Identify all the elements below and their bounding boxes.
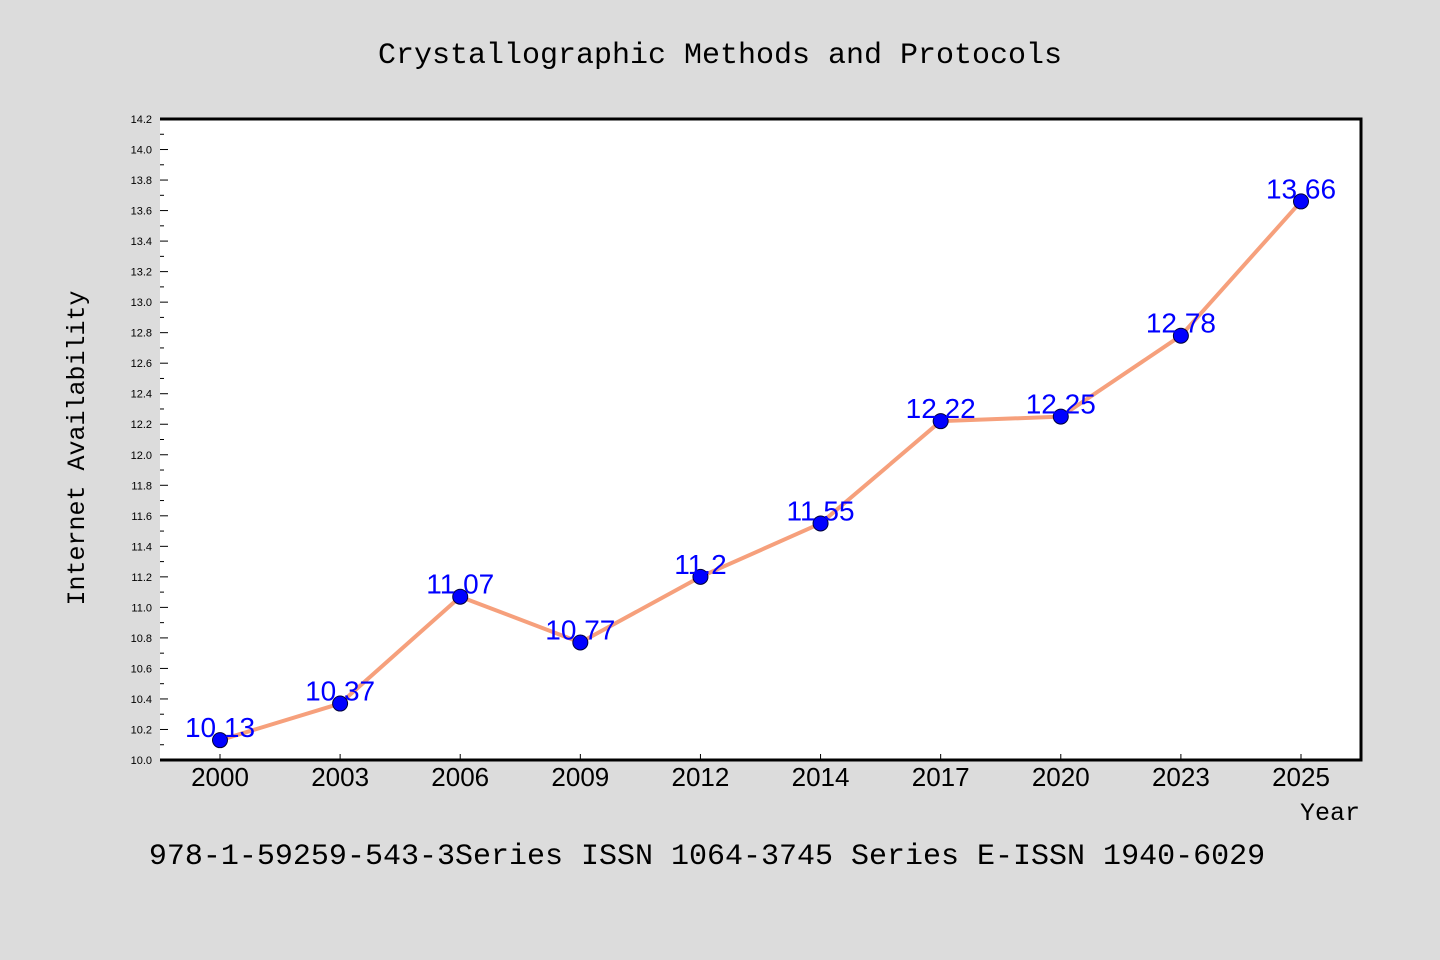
data-label: 11.2 — [674, 549, 726, 580]
series-layer — [212, 193, 1309, 749]
data-point — [1172, 327, 1189, 344]
isbn-issn-caption: 978-1-59259-543-3Series ISSN 1064-3745 S… — [149, 840, 1265, 874]
y-tick-label: 13.6 — [131, 206, 152, 218]
data-label: 12.22 — [906, 393, 976, 424]
y-tick-label: 13.2 — [131, 267, 152, 279]
y-tick-label: 10.4 — [131, 694, 152, 706]
x-tick-label: 2003 — [311, 762, 369, 792]
y-tick-label: 12.2 — [131, 419, 152, 431]
y-tick-label: 10.6 — [131, 663, 152, 675]
data-point — [1293, 193, 1309, 210]
y-tick-label: 14.2 — [131, 114, 152, 126]
data-point — [572, 634, 589, 651]
y-tick-label: 12.6 — [131, 358, 152, 370]
y-tick-label: 11.0 — [131, 602, 152, 614]
data-point — [812, 515, 829, 532]
series-line — [218, 199, 1303, 743]
y-tick-label: 12.4 — [131, 389, 152, 401]
y-tick-label: 11.2 — [131, 572, 152, 584]
data-point — [332, 695, 349, 712]
x-tick-label: 2020 — [1032, 762, 1090, 792]
data-label: 12.25 — [1026, 389, 1096, 420]
data-point — [452, 588, 469, 605]
y-tick-label: 13.8 — [131, 175, 152, 187]
y-tick-label: 12.0 — [131, 450, 152, 462]
y-tick-label: 11.8 — [131, 480, 152, 492]
x-tick-label: 2009 — [551, 762, 609, 792]
plot-area — [160, 119, 1361, 760]
y-tick-label: 11.6 — [131, 511, 152, 523]
data-label: 12.78 — [1146, 308, 1216, 339]
y-tick-label: 14.0 — [131, 145, 152, 157]
chart-title: Crystallographic Methods and Protocols — [378, 39, 1062, 73]
x-tick-label: 2006 — [431, 762, 489, 792]
data-label: 10.37 — [305, 676, 375, 707]
data-point — [1052, 408, 1069, 425]
y-tick-label: 11.4 — [131, 541, 152, 553]
x-tick-label: 2014 — [792, 762, 850, 792]
y-tick-label: 10.8 — [131, 633, 152, 645]
data-label: 11.07 — [426, 569, 494, 600]
y-tick-label: 13.0 — [131, 297, 152, 309]
y-axis-label: Internet Availability — [63, 290, 92, 605]
data-label-layer: 10.13 10.37 11.07 10.77 11.2 11.55 12.22 12.25 1… — [185, 173, 1336, 743]
data-label: 10.13 — [185, 712, 255, 743]
data-point — [212, 732, 228, 749]
data-point — [692, 568, 709, 585]
y-tick-label: 10.2 — [131, 724, 152, 736]
data-label: 13.66 — [1266, 173, 1336, 204]
y-tick-label: 10.0 — [131, 755, 152, 767]
axis-ticks: 10.0 10.2 10.4 10.6 10.8 11.0 11.2 11.4 11.6 11.8… — [131, 114, 1330, 792]
x-tick-label: 2017 — [912, 762, 970, 792]
x-tick-label: 2023 — [1152, 762, 1210, 792]
x-tick-label: 2025 — [1272, 762, 1330, 792]
y-tick-label: 13.4 — [131, 236, 152, 248]
data-label: 10.77 — [545, 614, 615, 645]
x-tick-label: 2012 — [672, 762, 730, 792]
x-tick-label: 2000 — [191, 762, 249, 792]
data-point — [932, 413, 949, 430]
x-axis-label: Year — [1300, 799, 1360, 828]
data-label: 11.55 — [787, 495, 855, 526]
y-tick-label: 12.8 — [131, 328, 152, 340]
